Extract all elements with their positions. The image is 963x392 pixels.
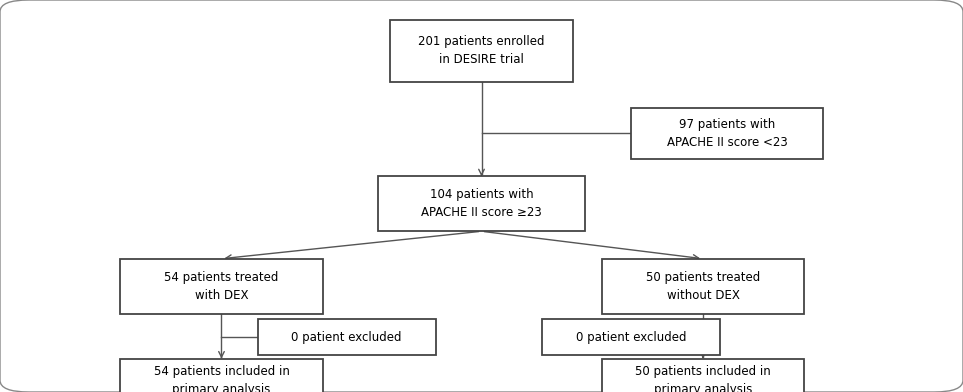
- FancyBboxPatch shape: [602, 359, 804, 392]
- FancyBboxPatch shape: [120, 359, 323, 392]
- FancyBboxPatch shape: [378, 176, 586, 231]
- FancyBboxPatch shape: [120, 259, 323, 314]
- FancyBboxPatch shape: [631, 108, 823, 159]
- Text: 104 patients with
APACHE II score ≥23: 104 patients with APACHE II score ≥23: [421, 188, 542, 220]
- Text: 0 patient excluded: 0 patient excluded: [292, 330, 402, 344]
- Text: 54 patients included in
primary analysis: 54 patients included in primary analysis: [153, 365, 290, 392]
- Text: 54 patients treated
with DEX: 54 patients treated with DEX: [165, 270, 278, 302]
- Text: 50 patients included in
primary analysis: 50 patients included in primary analysis: [636, 365, 770, 392]
- Text: 50 patients treated
without DEX: 50 patients treated without DEX: [646, 270, 760, 302]
- Text: 97 patients with
APACHE II score <23: 97 patients with APACHE II score <23: [666, 118, 788, 149]
- FancyBboxPatch shape: [542, 319, 720, 355]
- FancyBboxPatch shape: [602, 259, 804, 314]
- FancyBboxPatch shape: [257, 319, 435, 355]
- Text: 201 patients enrolled
in DESIRE trial: 201 patients enrolled in DESIRE trial: [418, 35, 545, 67]
- FancyBboxPatch shape: [390, 20, 573, 82]
- Text: 0 patient excluded: 0 patient excluded: [576, 330, 686, 344]
